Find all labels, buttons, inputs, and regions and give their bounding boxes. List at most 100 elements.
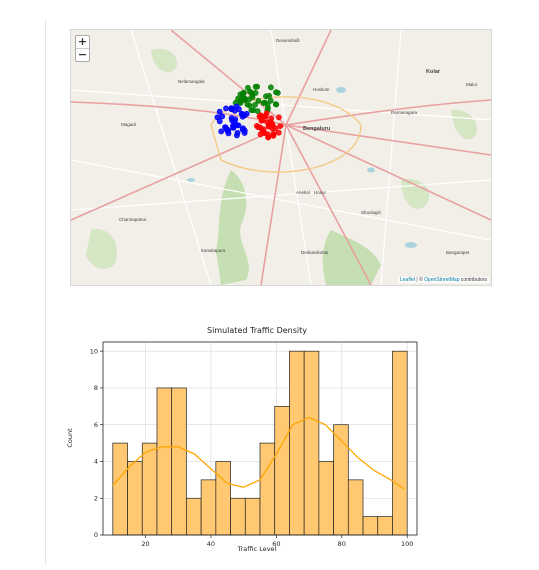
chart-title: Simulated Traffic Density: [207, 326, 307, 335]
cluster-marker[interactable]: [228, 105, 235, 112]
place-label: Nelamangala: [178, 79, 205, 84]
histogram-bar: [259, 442, 276, 536]
place-label: Ramanagara: [391, 110, 418, 115]
cluster-marker[interactable]: [277, 123, 284, 129]
leaflet-link[interactable]: Leaflet: [400, 277, 416, 283]
y-tick-label: 6: [94, 421, 98, 429]
y-tick-label: 4: [94, 458, 98, 466]
cluster-marker[interactable]: [268, 115, 275, 122]
x-axis-label: Traffic Level: [237, 545, 277, 553]
histogram-svg: Simulated Traffic Density Traffic Level …: [66, 326, 418, 553]
x-tick-label: 80: [338, 540, 346, 548]
x-tick-label: 20: [141, 540, 149, 548]
y-axis-label: Count: [66, 428, 74, 448]
cluster-marker[interactable]: [265, 134, 272, 141]
cluster-marker[interactable]: [252, 83, 259, 90]
cluster-marker[interactable]: [265, 105, 271, 111]
cluster-marker[interactable]: [219, 113, 226, 120]
map-attribution: Leaflet | © OpenStreetMap contributors: [398, 277, 489, 283]
x-tick-label: 60: [272, 540, 280, 548]
cluster-marker[interactable]: [261, 130, 268, 136]
osm-link[interactable]: OpenStreetMap: [424, 277, 460, 283]
histogram-bar: [244, 497, 261, 536]
attribution-separator: | ©: [415, 277, 425, 283]
histogram-bar: [127, 461, 143, 536]
map-tiles: [71, 30, 491, 285]
cluster-marker[interactable]: [273, 89, 279, 96]
cluster-marker[interactable]: [218, 128, 225, 135]
cluster-marker[interactable]: [267, 97, 274, 104]
histogram-bar: [215, 461, 231, 536]
cluster-marker[interactable]: [275, 129, 282, 136]
cluster-marker[interactable]: [267, 84, 274, 91]
histogram-figure: Simulated Traffic Density Traffic Level …: [60, 320, 530, 565]
cluster-marker[interactable]: [240, 89, 247, 96]
cluster-marker[interactable]: [262, 113, 269, 120]
y-tick-label: 0: [94, 531, 98, 539]
cluster-marker[interactable]: [273, 101, 280, 108]
cluster-marker[interactable]: [250, 107, 257, 114]
histogram-bar: [392, 350, 408, 536]
cluster-marker[interactable]: [237, 97, 244, 104]
cluster-marker[interactable]: [275, 114, 282, 121]
place-label: Kolar: [426, 69, 441, 75]
cluster-marker[interactable]: [223, 105, 229, 112]
cluster-marker[interactable]: [244, 84, 251, 91]
cluster-marker[interactable]: [235, 106, 242, 113]
y-tick-label: 8: [94, 384, 98, 392]
zoom-out-button[interactable]: −: [76, 48, 89, 61]
histogram-bar: [112, 442, 128, 536]
histogram-bar: [230, 497, 246, 536]
cluster-markers: [214, 83, 284, 141]
cluster-marker[interactable]: [234, 130, 241, 136]
cluster-marker[interactable]: [259, 117, 266, 124]
cluster-marker[interactable]: [225, 130, 232, 137]
histogram-bar: [289, 350, 305, 536]
place-label: Magadi: [121, 122, 136, 127]
cluster-marker[interactable]: [229, 117, 235, 124]
place-label: Anekal: [296, 190, 310, 195]
y-tick-label: 10: [90, 347, 98, 355]
plot-frame: [102, 341, 418, 536]
histogram-bar: [377, 516, 393, 536]
cluster-marker[interactable]: [230, 124, 237, 131]
cluster-marker[interactable]: [260, 100, 267, 106]
place-label: Denkanikottai: [301, 250, 329, 255]
place-label: Shoolagiri: [361, 210, 382, 215]
cluster-marker[interactable]: [214, 114, 221, 121]
place-label: Channapatna: [119, 217, 147, 222]
zoom-in-button[interactable]: +: [77, 35, 88, 48]
cluster-marker[interactable]: [266, 92, 272, 99]
cluster-marker[interactable]: [216, 108, 223, 115]
place-label: Bangarapet: [446, 250, 470, 255]
place-label: Malur: [466, 82, 478, 87]
y-tick-label: 2: [94, 494, 98, 502]
cluster-marker[interactable]: [270, 132, 277, 139]
notebook-gutter: [45, 20, 46, 565]
cluster-marker[interactable]: [255, 124, 262, 130]
cluster-marker[interactable]: [238, 111, 245, 117]
x-tick-label: 40: [207, 540, 215, 548]
cluster-marker[interactable]: [239, 126, 246, 133]
histogram-bar: [200, 479, 217, 536]
histogram-bar: [362, 516, 379, 536]
place-label: Kanakapura: [201, 248, 226, 253]
place-label: Hosur: [314, 190, 327, 195]
place-label: Bengaluru: [303, 126, 331, 132]
cluster-marker[interactable]: [257, 112, 264, 119]
map-view[interactable]: + − Devanahalli Kolar Nelamangala Hoskote Ma…: [70, 29, 492, 286]
place-label: Hoskote: [313, 87, 330, 92]
histogram-bar: [171, 387, 187, 536]
cluster-marker[interactable]: [255, 97, 262, 104]
cluster-marker[interactable]: [249, 94, 256, 101]
place-label: Devanahalli: [276, 38, 300, 43]
histogram-bar: [318, 461, 334, 536]
zoom-control: + −: [75, 35, 90, 62]
cluster-marker[interactable]: [252, 90, 259, 96]
histogram-bar: [156, 387, 173, 536]
cluster-marker[interactable]: [252, 101, 258, 108]
histogram-bar: [141, 442, 158, 536]
cluster-marker[interactable]: [269, 120, 275, 127]
histogram-bar: [347, 479, 364, 536]
cluster-marker[interactable]: [246, 102, 253, 109]
